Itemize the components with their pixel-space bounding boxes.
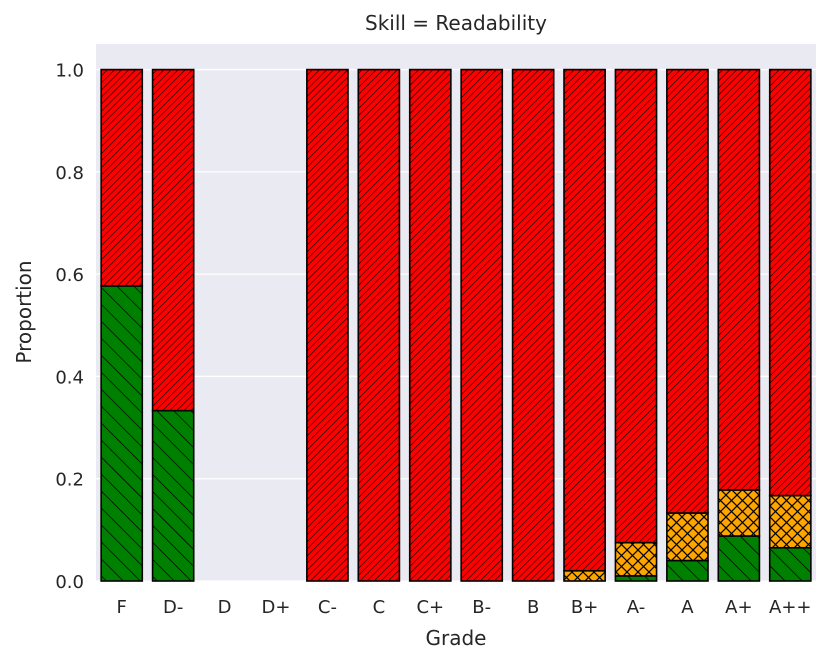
bar-hatch-red-F xyxy=(100,68,144,287)
x-tick-label: B- xyxy=(472,597,491,618)
x-axis-label: Grade xyxy=(426,626,487,650)
x-tick-label: B+ xyxy=(571,597,598,618)
y-tick-label: 0.8 xyxy=(55,163,84,184)
x-tick-label: C+ xyxy=(416,597,444,618)
y-tick-labels: 0.0 0.2 0.4 0.6 0.8 1.0 xyxy=(55,61,84,593)
x-tick-label: D xyxy=(218,597,232,618)
bar-hatch-orange-A- xyxy=(614,541,658,577)
bar-hatch-red-A+ xyxy=(717,68,761,491)
bar-hatch-green-A xyxy=(666,559,709,582)
y-tick-label: 0.4 xyxy=(55,367,84,388)
bar-hatch-orange-A+ xyxy=(717,489,761,537)
bar-hatch-red-D- xyxy=(151,68,195,412)
bar-hatch-red-A++ xyxy=(768,68,812,497)
bar-hatch-red-C- xyxy=(306,68,349,582)
bar-hatch-green-A++ xyxy=(768,546,812,582)
x-tick-label: D+ xyxy=(262,597,291,618)
x-tick-label: A xyxy=(681,597,694,618)
bar-hatch-red-B+ xyxy=(563,68,606,572)
x-tick-label: A+ xyxy=(725,597,752,618)
y-tick-label: 0.2 xyxy=(55,470,84,491)
y-tick-label: 0.0 xyxy=(55,572,84,593)
bar-hatch-red-A- xyxy=(614,68,658,544)
y-tick-label: 1.0 xyxy=(55,61,84,82)
bar-hatch-red-C+ xyxy=(408,68,452,582)
bar-hatch-orange-A++ xyxy=(768,494,812,549)
x-tick-label: C- xyxy=(318,597,337,618)
x-tick-label: A- xyxy=(627,597,645,618)
x-tick-label: B xyxy=(527,597,539,618)
x-tick-label: D- xyxy=(163,597,183,618)
x-tick-label: A++ xyxy=(769,597,811,618)
bar-hatch-orange-A xyxy=(666,512,709,562)
y-tick-label: 0.6 xyxy=(55,265,84,286)
bar-hatch-green-D- xyxy=(151,409,195,582)
y-axis-label: Proportion xyxy=(12,260,36,363)
bar-hatch-red-A xyxy=(666,68,709,514)
bar-hatch-green-F xyxy=(100,285,144,582)
bar-hatch-orange-B+ xyxy=(563,569,606,582)
bar-hatch-green-A+ xyxy=(717,535,761,582)
chart-title: Skill = Readability xyxy=(365,11,547,35)
bar-hatch-red-C xyxy=(357,68,401,582)
x-tick-labels: F D- D D+ C- C C+ B- B B+ A- A A+ A++ xyxy=(117,597,812,618)
x-tick-label: F xyxy=(117,597,127,618)
bars xyxy=(100,68,812,582)
x-tick-label: C xyxy=(373,597,386,618)
bar-hatch-red-B xyxy=(511,68,555,582)
bar-hatch-red-B- xyxy=(460,68,504,582)
